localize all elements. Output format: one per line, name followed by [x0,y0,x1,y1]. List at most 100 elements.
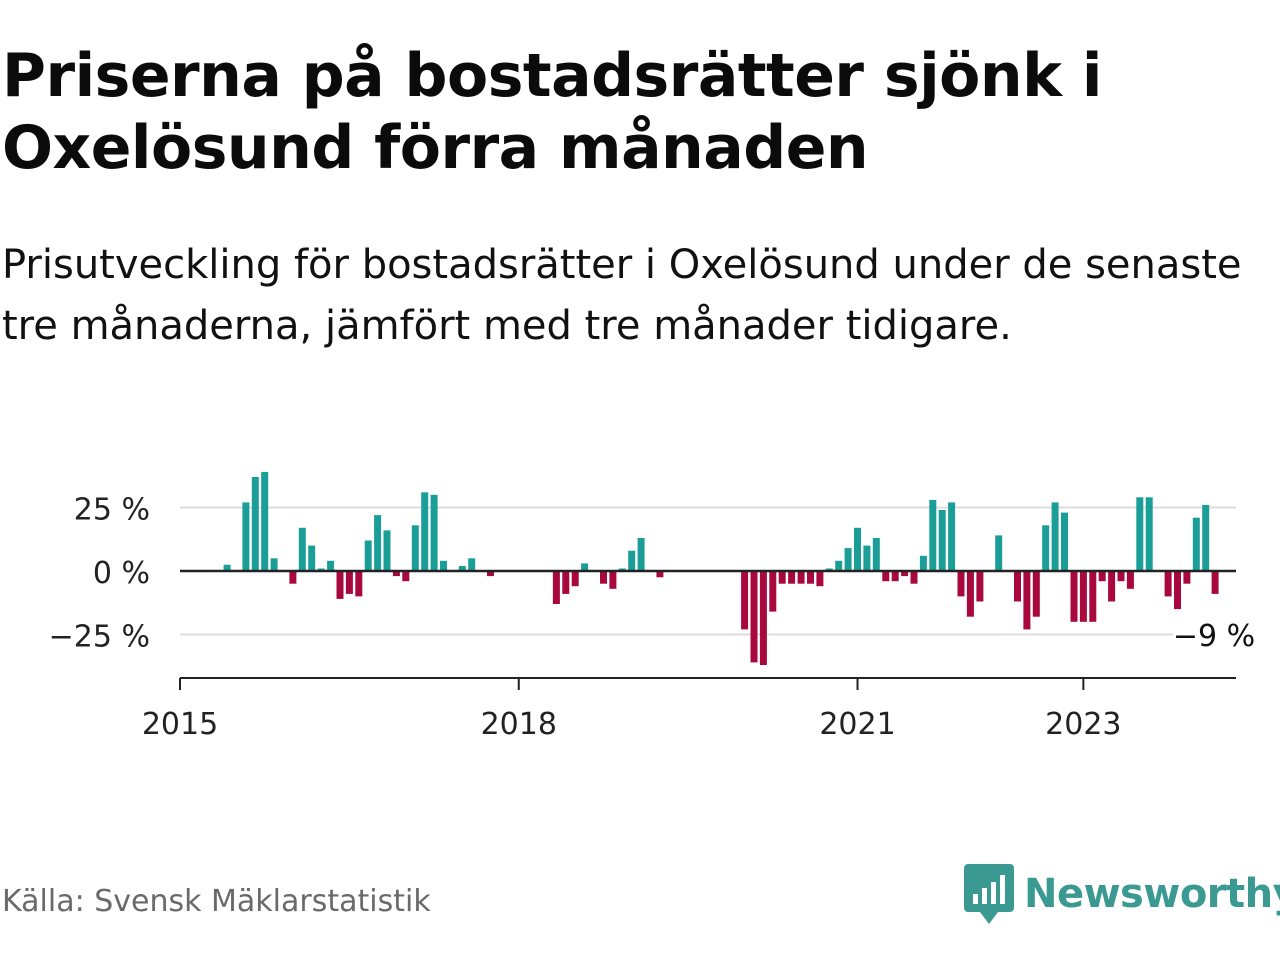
bar [223,564,231,571]
bar [1145,497,1153,571]
bar [1098,571,1106,582]
bar [1089,571,1097,622]
bar [637,538,645,571]
bar [891,571,899,582]
bar [270,558,278,571]
bar [1042,525,1050,571]
bar [1192,517,1200,571]
bar [430,494,438,571]
bar [355,571,363,597]
bar [948,502,956,571]
bar-chart: 25 % 0 % −25 % 2015 2018 2021 2023 −9 % [49,471,1260,742]
bar [552,571,560,604]
bar [854,527,861,571]
bar [1126,571,1134,589]
grid-lines [180,506,1236,636]
bar [797,571,805,584]
annotations: −9 % [1173,615,1260,654]
bar [562,571,570,594]
bar [402,571,410,582]
bar [966,571,974,617]
bar [289,571,297,584]
bar [1211,571,1219,594]
brand-name: Newsworthy [1024,871,1280,917]
bar [976,571,984,602]
source-credit: Källa: Svensk Mäklarstatistik [2,884,431,919]
y-tick-label: 25 % [74,493,150,528]
bar [374,515,382,571]
bar-series [223,471,1219,665]
bar [440,560,447,571]
bar [308,545,316,571]
bar [778,571,786,584]
bar [863,545,871,571]
x-tick-label: 2021 [819,707,895,742]
bar [1023,571,1031,630]
bar [901,571,909,577]
y-tick-label: −25 % [49,620,150,655]
bar [336,571,344,599]
bar [882,571,890,582]
x-tick-label: 2018 [481,707,557,742]
bar [261,471,269,571]
bar [1183,571,1191,584]
bar [816,571,824,587]
bar [835,560,843,571]
bar [458,565,466,571]
bar [929,499,937,571]
bar [327,560,335,571]
bar [392,571,400,577]
bar [1174,571,1181,610]
chart-subtitle: Prisutveckling för bostadsrätter i Oxelö… [2,242,1242,349]
bar [421,492,429,571]
bar [807,571,814,584]
bar [411,525,419,571]
bar [957,571,965,597]
bar [919,555,927,571]
bar [600,571,607,584]
bar-chart-speech-bubble-icon [964,864,1014,924]
bar [468,558,476,571]
bar [1051,502,1059,571]
bar [872,538,880,571]
bar [1136,497,1144,571]
x-axis: 2015 2018 2021 2023 [142,677,1236,742]
bar [581,563,589,571]
bar [938,510,946,571]
newsworthy-logo: Newsworthy [964,864,1280,924]
y-tick-label: 0 % [93,556,150,591]
annotation-background [1173,615,1260,654]
bar [656,571,664,578]
bar [910,571,918,584]
bar [251,477,259,571]
bar [242,502,250,571]
bar [759,571,767,665]
bar [628,550,636,571]
bar [298,527,306,571]
bar [609,571,617,589]
bar [1079,571,1087,622]
bar [995,535,1003,571]
bar [769,571,777,612]
bar [1070,571,1078,622]
y-axis: 25 % 0 % −25 % [49,493,150,655]
bar [1108,571,1116,602]
bar [1014,571,1021,602]
bar [1032,571,1040,617]
bar [383,530,391,571]
bar [345,571,353,594]
x-tick-label: 2015 [142,707,218,742]
bar [741,571,749,630]
bar [364,540,372,571]
bar [788,571,796,584]
bar [1164,571,1172,597]
chart-title: Priserna på bostadsrätter sjönk i Oxelös… [2,41,1102,183]
bar [1202,505,1210,571]
bar [1117,571,1125,582]
bar [571,571,579,587]
bar [1061,512,1068,571]
bar [487,571,494,577]
bar [750,571,758,663]
last-value-label: −9 % [1173,619,1255,654]
x-tick-label: 2023 [1045,707,1121,742]
